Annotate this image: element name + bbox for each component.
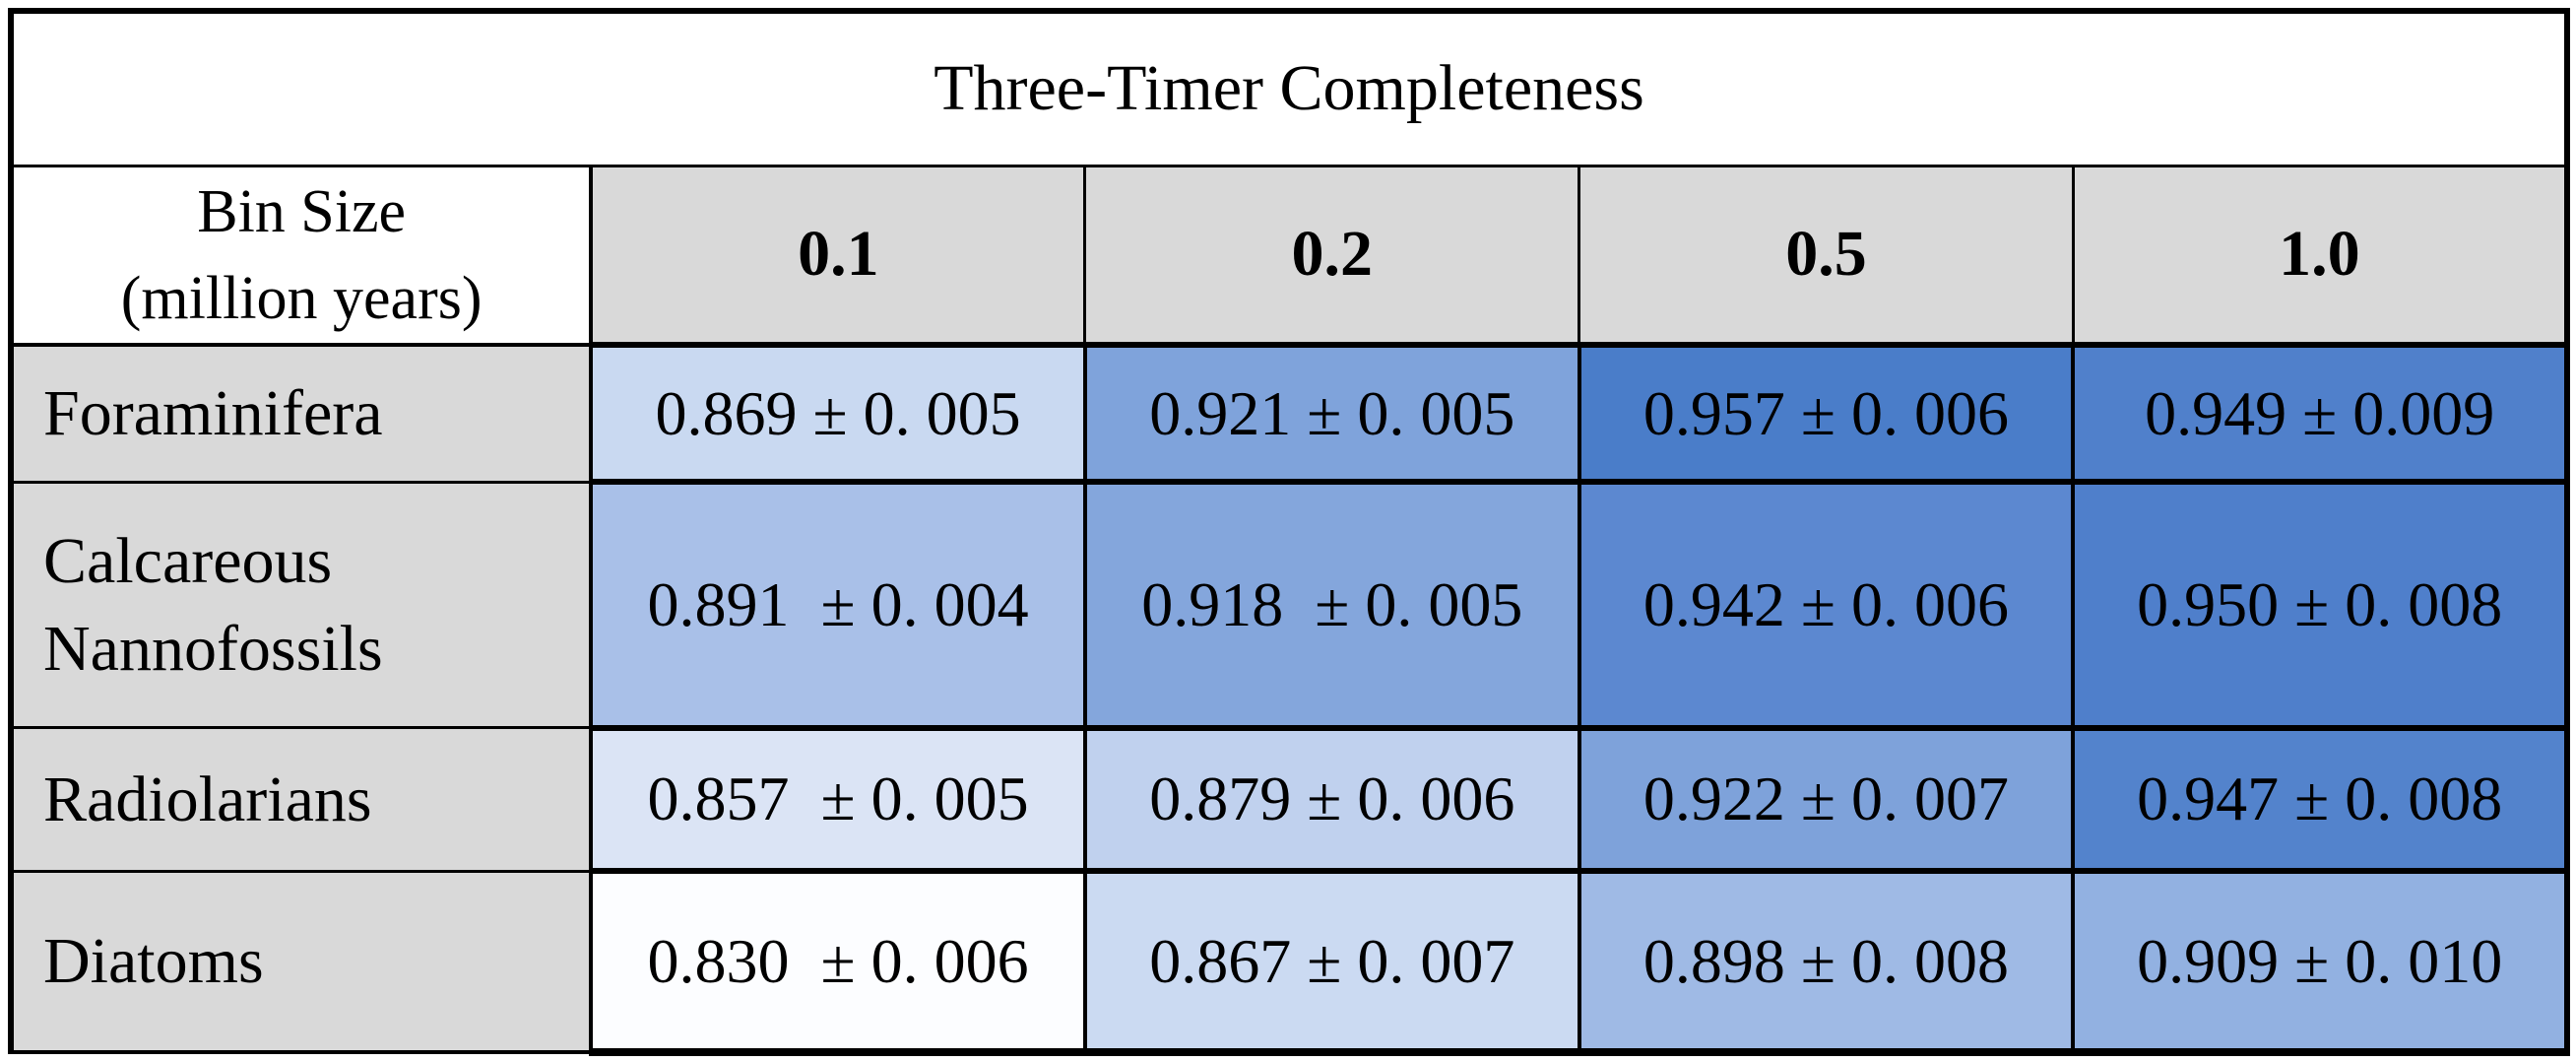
value-cell: 0.918 ± 0. 005 — [1082, 479, 1581, 731]
table-row-radiolarians: Radiolarians 0.857 ± 0. 005 0.879 ± 0. 0… — [7, 724, 2570, 875]
row-label-radiolarians: Radiolarians — [7, 726, 594, 873]
value-cell: 0.857 ± 0. 005 — [589, 724, 1087, 875]
title-row: Three-Timer Completeness — [8, 7, 2570, 167]
value-cell: 0.942 ± 0. 006 — [1577, 479, 2076, 731]
table-title: Three-Timer Completeness — [8, 7, 2570, 167]
value-cell: 0.830 ± 0. 006 — [589, 868, 1087, 1056]
value-cell: 0.947 ± 0. 008 — [2071, 724, 2570, 875]
column-header-0.2: 0.2 — [1083, 164, 1581, 347]
row-label-calcareous-nannofossils: Calcareous Nannofossils — [7, 480, 594, 730]
value-cell: 0.909 ± 0. 010 — [2071, 868, 2570, 1056]
column-header-0.1: 0.1 — [589, 164, 1087, 347]
column-header-0.5: 0.5 — [1578, 164, 2075, 347]
three-timer-completeness-table: Three-Timer Completeness Bin Size (milli… — [7, 7, 2570, 1056]
value-cell: 0.869 ± 0. 005 — [589, 341, 1087, 486]
value-cell: 0.950 ± 0. 008 — [2071, 479, 2570, 731]
header-row: Bin Size (million years) 0.1 0.2 0.5 1.0 — [7, 164, 2570, 347]
value-cell: 0.957 ± 0. 006 — [1577, 341, 2076, 486]
bin-size-header-cell: Bin Size (million years) — [7, 164, 594, 347]
value-cell: 0.921 ± 0. 005 — [1082, 341, 1581, 486]
table-row-diatoms: Diatoms 0.830 ± 0. 006 0.867 ± 0. 007 0.… — [7, 868, 2570, 1056]
row-label-foraminifera: Foraminifera — [7, 343, 594, 484]
value-cell: 0.949 ± 0.009 — [2071, 341, 2570, 486]
value-cell: 0.879 ± 0. 006 — [1082, 724, 1581, 875]
value-cell: 0.891 ± 0. 004 — [589, 479, 1087, 731]
table-row-foraminifera: Foraminifera 0.869 ± 0. 005 0.921 ± 0. 0… — [7, 341, 2570, 486]
value-cell: 0.867 ± 0. 007 — [1082, 868, 1581, 1056]
bin-size-header-line1: Bin Size — [197, 177, 407, 245]
bin-size-header-line2: (million years) — [120, 264, 483, 332]
column-header-1.0: 1.0 — [2071, 164, 2570, 347]
value-cell: 0.922 ± 0. 007 — [1577, 724, 2076, 875]
value-cell: 0.898 ± 0. 008 — [1577, 868, 2076, 1056]
table-row-calcareous-nannofossils: Calcareous Nannofossils 0.891 ± 0. 004 0… — [7, 479, 2570, 731]
row-label-diatoms: Diatoms — [7, 869, 594, 1054]
